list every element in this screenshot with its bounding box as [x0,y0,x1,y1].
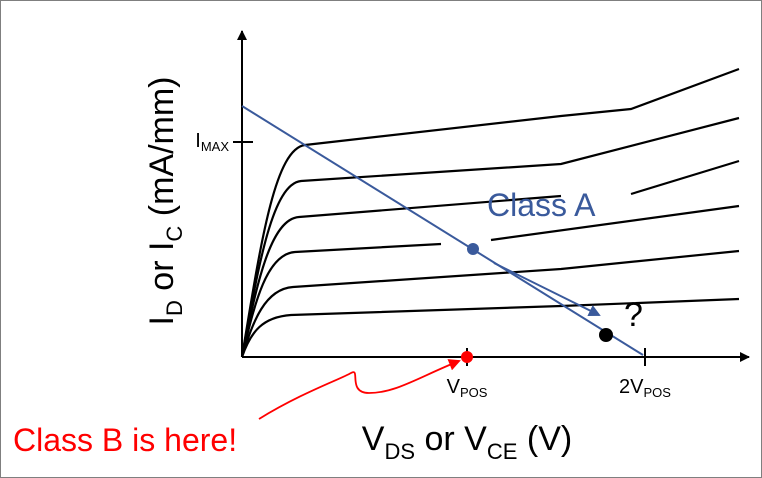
class-a-q-point [467,243,479,255]
curve-2 [240,249,740,358]
unknown-q-point [599,328,613,342]
2vpos-label: 2VPOS [619,376,671,400]
vpos-label: VPOS [447,376,488,400]
question-mark: ? [624,296,643,334]
imax-label: IMAX [195,130,229,154]
curve-5 [240,116,740,358]
x-axis-label: VDS or VCE (V) [362,420,572,464]
y-axis-label: ID or IC (mA/mm) [143,77,187,326]
class-b-q-point [461,351,473,363]
class-a-label: Class A [487,187,596,223]
class-b-label: Class B is here! [13,422,237,458]
curve-1 [240,297,740,358]
class-b-arrow [258,359,461,420]
load-line [241,105,644,356]
class-a-arrow [493,262,601,316]
curve-3 [240,204,740,358]
